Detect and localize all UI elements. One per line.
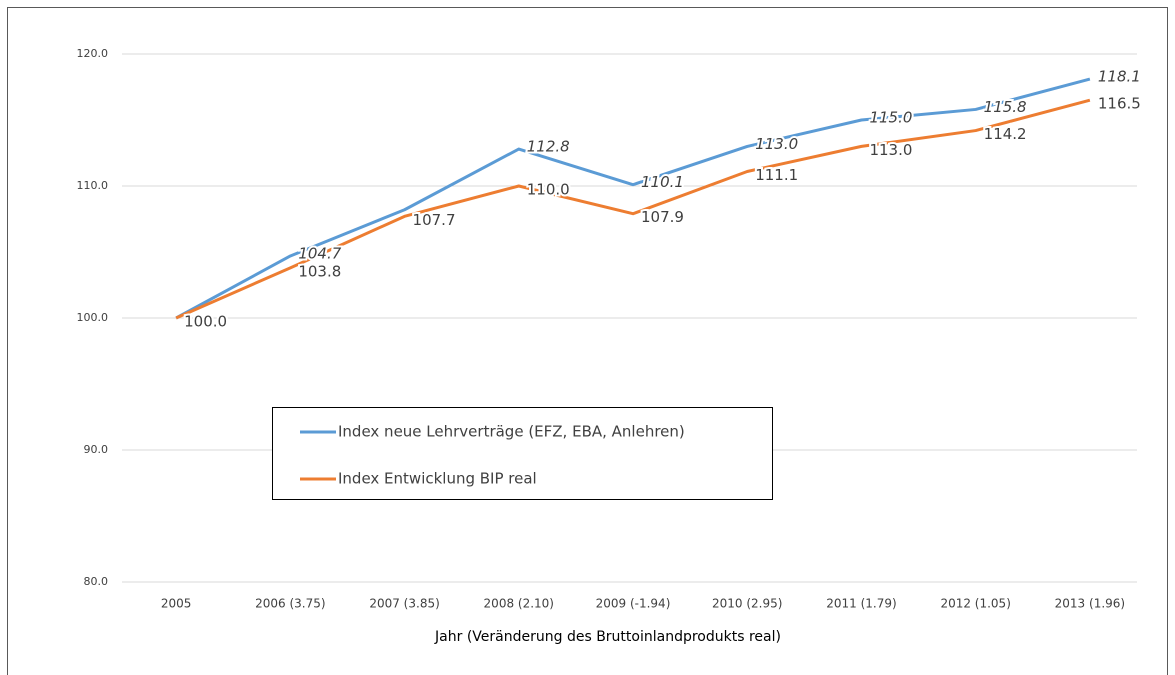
x-tick-label: 2005	[161, 597, 192, 611]
x-axis-title: Jahr (Veränderung des Bruttoinlandproduk…	[434, 629, 781, 645]
x-tick-label: 2012 (1.05)	[940, 597, 1010, 611]
data-label: 104.7	[298, 244, 341, 262]
y-tick-label: 80.0	[84, 575, 109, 588]
data-label: 113.0	[755, 135, 798, 153]
data-label: 107.9	[641, 208, 684, 226]
chart-border	[7, 7, 1168, 675]
data-label: 113.0	[869, 141, 912, 159]
data-label: 103.8	[298, 262, 341, 280]
legend-label: Index neue Lehrverträge (EFZ, EBA, Anleh…	[338, 423, 685, 441]
data-label: 114.2	[984, 125, 1027, 143]
series-line	[175, 98, 1091, 320]
y-tick-label: 100.0	[77, 311, 109, 324]
data-label: 118.1	[1098, 68, 1141, 86]
data-label: 115.8	[984, 98, 1027, 116]
data-label: 107.7	[413, 211, 456, 229]
x-tick-label: 2011 (1.79)	[826, 597, 896, 611]
data-label: 111.1	[755, 166, 798, 184]
y-tick-label: 110.0	[77, 179, 109, 192]
legend-label: Index Entwicklung BIP real	[338, 470, 537, 488]
x-tick-label: 2007 (3.85)	[369, 597, 439, 611]
data-label: 100.0	[184, 313, 227, 331]
x-tick-label: 2008 (2.10)	[484, 597, 554, 611]
data-label: 110.1	[641, 173, 684, 191]
data-label: 116.5	[1098, 95, 1141, 113]
legend-box	[272, 407, 773, 500]
y-tick-label: 120.0	[77, 47, 109, 60]
y-tick-label: 90.0	[84, 443, 109, 456]
x-tick-label: 2010 (2.95)	[712, 597, 782, 611]
x-tick-label: 2009 (-1.94)	[596, 597, 671, 611]
series-line	[175, 77, 1091, 320]
data-label: 115.0	[869, 109, 912, 127]
x-tick-label: 2013 (1.96)	[1055, 597, 1125, 611]
data-label: 110.0	[527, 181, 570, 199]
data-label: 112.8	[527, 138, 570, 156]
x-tick-label: 2006 (3.75)	[255, 597, 325, 611]
